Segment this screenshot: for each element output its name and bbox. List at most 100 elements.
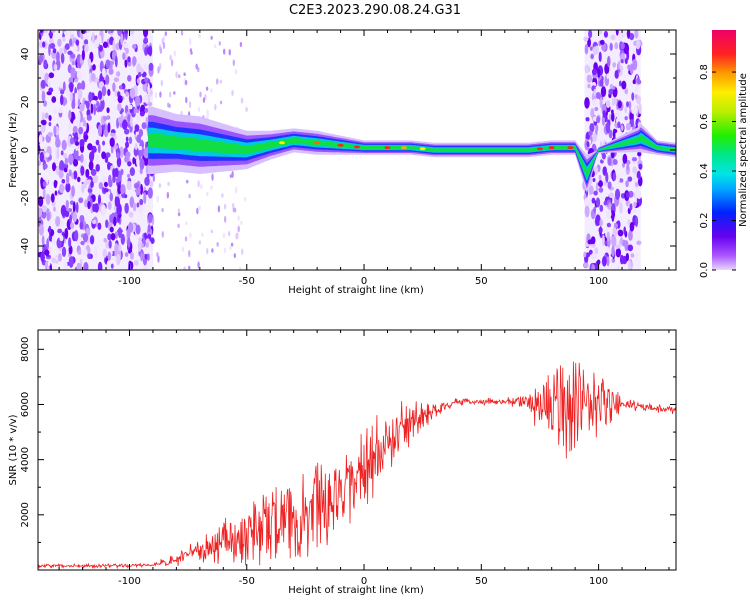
noise-blob — [595, 92, 602, 100]
noise-blob — [97, 124, 103, 137]
noise-blob — [612, 159, 618, 165]
colorbar-gradient — [712, 30, 736, 270]
noise-blob — [234, 69, 238, 75]
noise-blob — [627, 176, 633, 182]
noise-blob — [118, 85, 123, 90]
noise-blob — [145, 238, 150, 244]
noise-blob — [75, 141, 80, 146]
noise-blob — [134, 95, 141, 107]
noise-blob — [625, 122, 632, 131]
noise-blob — [178, 74, 181, 79]
y-tick-label: -20 — [20, 190, 31, 206]
noise-blob — [144, 63, 148, 71]
noise-blob — [82, 232, 89, 243]
noise-blob — [55, 215, 61, 227]
noise-blob — [129, 167, 135, 176]
noise-blob — [588, 249, 593, 255]
noise-blob — [127, 237, 131, 248]
noise-blob — [68, 153, 74, 165]
noise-blob — [598, 174, 602, 181]
noise-blob — [53, 206, 56, 212]
noise-blob — [147, 213, 153, 224]
noise-blob — [621, 80, 627, 90]
noise-blob — [105, 74, 110, 85]
noise-blob — [147, 83, 150, 95]
noise-blob — [216, 78, 219, 85]
noise-blob — [169, 54, 172, 61]
noise-blob — [38, 224, 44, 236]
noise-blob — [68, 30, 73, 36]
noise-blob — [634, 30, 639, 39]
noise-blob — [142, 82, 148, 92]
noise-blob — [125, 91, 130, 97]
noise-blob — [601, 256, 607, 267]
noise-blob — [636, 170, 641, 179]
noise-blob — [58, 253, 62, 262]
noise-blob — [120, 183, 125, 195]
noise-blob — [80, 173, 86, 183]
noise-blob — [122, 52, 126, 60]
noise-blob — [617, 173, 621, 185]
noise-blob — [57, 107, 64, 114]
noise-blob — [625, 252, 630, 262]
noise-blob — [206, 191, 209, 197]
noise-blob — [68, 77, 74, 85]
noise-blob — [59, 83, 63, 89]
noise-blob — [43, 100, 47, 107]
noise-blob — [94, 248, 98, 259]
noise-blob — [73, 148, 79, 159]
snr-y-axis-label: SNR (10 * v/v) — [8, 414, 19, 485]
noise-blob — [51, 96, 57, 103]
noise-blob — [627, 244, 634, 252]
noise-blob — [60, 89, 65, 95]
noise-blob — [584, 205, 590, 218]
noise-blob — [614, 69, 619, 79]
noise-blob — [144, 108, 149, 113]
noise-blob — [629, 111, 634, 122]
spectrogram-panel: -100 -50 0 50 100 -40 -20 0 20 40 Height of strai… — [8, 29, 677, 296]
noise-blob — [620, 42, 625, 50]
noise-blob — [594, 106, 599, 112]
noise-blob — [197, 67, 200, 73]
noise-blob — [83, 134, 89, 140]
noise-blob — [142, 30, 149, 38]
signal-hotspot — [278, 141, 285, 145]
noise-blob — [181, 246, 185, 252]
noise-blob — [89, 235, 95, 245]
y-tick-label: 40 — [20, 48, 31, 61]
noise-blob — [53, 63, 58, 71]
noise-blob — [102, 41, 109, 49]
noise-blob — [634, 215, 639, 228]
noise-blob — [107, 122, 111, 133]
noise-blob — [95, 154, 100, 164]
noise-blob — [110, 232, 116, 241]
noise-blob — [231, 89, 234, 96]
noise-blob — [115, 177, 120, 183]
noise-blob — [587, 239, 593, 245]
noise-blob — [211, 248, 214, 253]
noise-blob — [588, 185, 594, 195]
noise-blob — [127, 114, 131, 122]
noise-blob — [41, 205, 48, 213]
noise-blob — [196, 207, 199, 215]
noise-blob — [116, 156, 122, 168]
noise-blob — [105, 239, 110, 249]
noise-blob — [233, 207, 237, 213]
noise-blob — [589, 46, 593, 51]
noise-blob — [132, 44, 137, 50]
noise-blob — [636, 77, 641, 85]
noise-blob — [68, 110, 72, 121]
noise-blob — [116, 203, 122, 216]
noise-blob — [611, 98, 615, 107]
noise-blob — [241, 248, 244, 255]
noise-blob — [626, 162, 630, 171]
noise-blob — [51, 162, 57, 172]
noise-blob — [611, 235, 617, 248]
noise-blob — [180, 30, 184, 36]
noise-blob — [64, 43, 70, 50]
noise-blob — [88, 160, 94, 171]
noise-blob — [49, 43, 56, 49]
noise-blob — [90, 99, 97, 105]
noise-blob — [64, 228, 69, 240]
